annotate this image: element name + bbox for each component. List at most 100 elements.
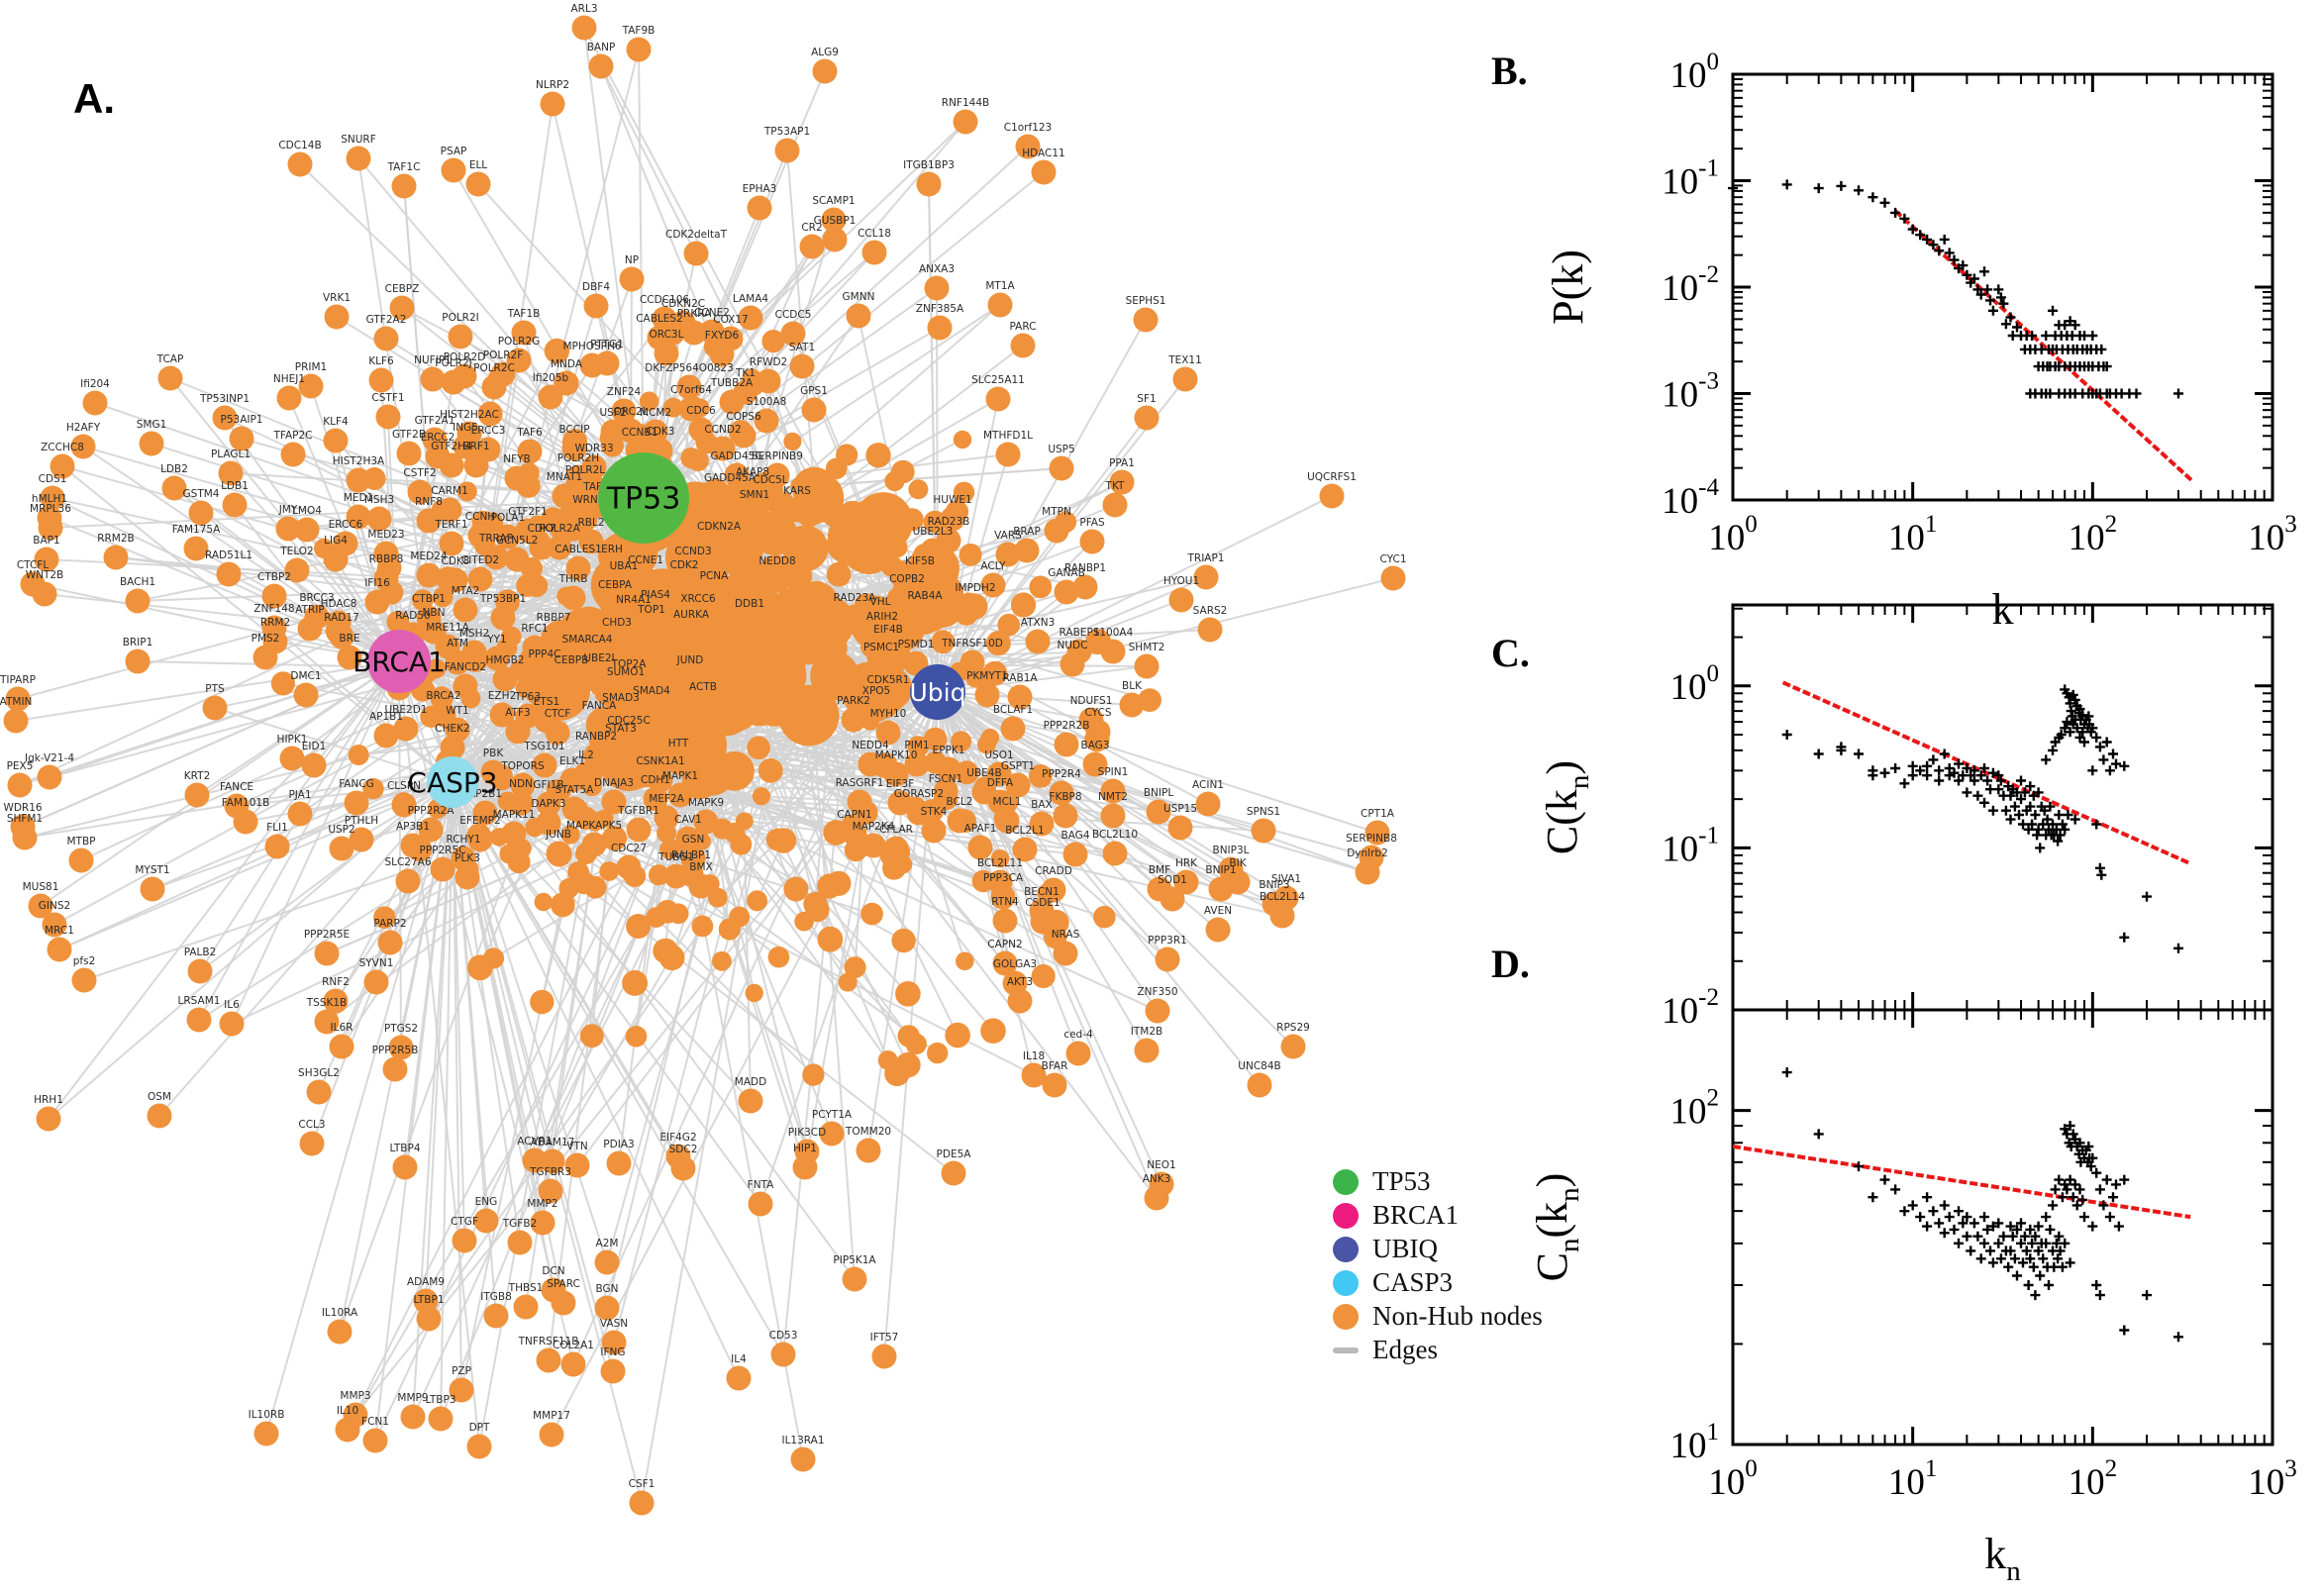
gene-node (393, 716, 419, 742)
gene-label: PPP3R1 (1148, 935, 1187, 947)
gene-label: BIK (1229, 857, 1247, 869)
gene-node (992, 908, 1018, 934)
gene-node (467, 523, 493, 549)
gene-label: TGFBR1 (617, 805, 659, 817)
gene-node (443, 567, 468, 593)
gene-label: ERCC3 (471, 425, 506, 437)
non-hub-node (718, 918, 741, 941)
gene-node (995, 542, 1021, 567)
gene-label: HMGB2 (486, 654, 525, 666)
non-hub-node (747, 890, 768, 912)
gene-node (994, 808, 1020, 834)
gene-label: TP63 (514, 691, 541, 703)
plot-frame (1731, 72, 2274, 502)
gene-node (737, 610, 762, 636)
gene-label: RALBP1 (671, 849, 711, 861)
gene-node (927, 315, 953, 341)
gene-label: Dynlrb2 (1347, 848, 1388, 859)
gene-node (1041, 877, 1066, 903)
hub-node-ubiq (910, 664, 965, 720)
gene-label: DNAJA3 (594, 777, 634, 789)
non-hub-node (802, 1063, 825, 1086)
hub-label-tp53: TP53 (606, 482, 681, 517)
gene-node (451, 846, 476, 871)
gene-label: USP5 (1048, 444, 1074, 455)
gene-label: ORC2L (614, 406, 649, 418)
gene-label: MMP17 (533, 1410, 570, 1422)
gene-label: CDK2 (670, 559, 699, 571)
gene-label: ACTB (689, 681, 717, 693)
gene-node (1155, 947, 1180, 972)
gene-label: MED1 (344, 492, 373, 504)
gene-node (495, 524, 521, 549)
non-hub-node (822, 504, 845, 527)
gene-label: MTPN (1042, 506, 1071, 518)
gene-label: AURKA (673, 609, 710, 621)
gene-node (42, 912, 67, 938)
gene-label: SH3GL2 (298, 1067, 340, 1079)
gene-label: IL10 (337, 1405, 358, 1417)
non-hub-node (980, 1018, 1006, 1044)
non-hub-node (907, 736, 930, 757)
gene-label: PPP4C (528, 648, 560, 660)
gene-node (871, 1344, 897, 1369)
gene-label: FLI1 (266, 822, 288, 834)
fit-line (1732, 1145, 2191, 1220)
gene-label: IFT57 (870, 1332, 899, 1344)
gene-node (1049, 455, 1074, 481)
gene-node (346, 467, 371, 493)
gene-label: SMN1 (740, 489, 769, 501)
cluster-node (751, 648, 807, 704)
gene-label: GCN5L2 (496, 535, 539, 547)
gene-label: RABEP1 (1060, 627, 1100, 639)
gene-node (560, 1351, 586, 1377)
gene-label: PPP2R5C (420, 845, 466, 856)
non-hub-node (706, 509, 727, 531)
gene-label: MMP9 (397, 1392, 428, 1404)
gene-label: ETS1 (534, 696, 559, 708)
network-edge (48, 660, 400, 1120)
gene-node (299, 1131, 325, 1156)
gene-label: IL10RB (249, 1409, 285, 1421)
gene-label: Igk-V21-4 (25, 752, 74, 764)
gene-node (3, 708, 29, 734)
gene-node (992, 950, 1018, 976)
gene-node (868, 653, 894, 679)
gene-node (125, 588, 151, 614)
gene-node (1251, 818, 1276, 844)
gene-label: CDC14B (278, 140, 321, 151)
gene-label: RBL2 (577, 517, 604, 529)
hub-label-ubiq: Ubiq (910, 678, 966, 707)
gene-node (654, 341, 679, 366)
non-hub-node (712, 950, 732, 971)
gene-node (812, 58, 838, 84)
gene-label: SEPHS1 (1126, 295, 1166, 307)
gene-node (551, 1290, 576, 1316)
non-hub-node (584, 811, 605, 832)
network-hub-nodes: TP53 BRCA1 Ubiq CASP3 (353, 452, 965, 808)
gene-node (552, 483, 577, 509)
gene-node (856, 1138, 881, 1163)
gene-node (652, 306, 677, 332)
gene-node (400, 833, 426, 858)
tick-label: 102 (2069, 511, 2118, 558)
gene-label: NDN (509, 778, 533, 790)
gene-node (601, 1330, 627, 1355)
gene-node (546, 841, 571, 866)
gene-label: RAD50 (395, 610, 431, 622)
x-axis-label: k (1992, 585, 2014, 634)
gene-node (688, 873, 714, 899)
gene-node (1269, 903, 1295, 929)
gene-label: PIAS4 (641, 589, 670, 601)
gene-label: BNIP3L (1212, 845, 1249, 856)
gene-label: USP15 (1163, 803, 1197, 815)
tick-label: 101 (1888, 1455, 1937, 1503)
network-gene-labels: ARL3 TAF9B BANP ALG9 TP53AP1 RNF144B C1orf123 H… (0, 3, 1407, 1490)
gene-label: CTGF (451, 1216, 478, 1228)
gene-node (453, 673, 478, 699)
gene-node (505, 719, 531, 745)
gene-node (157, 365, 183, 391)
legend-label: UBIQ (1372, 1234, 1438, 1263)
data-points (1781, 1067, 2183, 1343)
gene-label: CDC6 (686, 405, 716, 417)
